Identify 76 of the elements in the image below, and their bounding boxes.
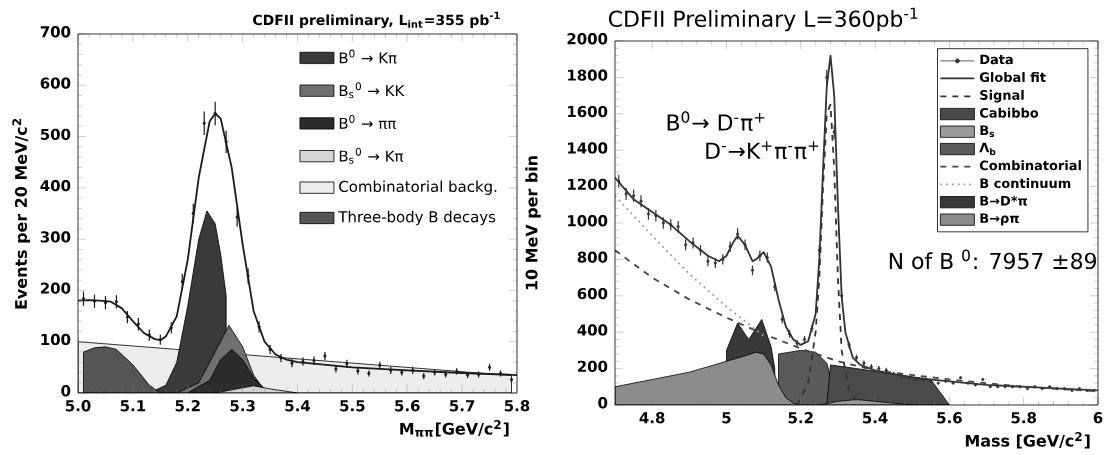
x-tick-label: 5: [722, 412, 731, 424]
x-tick-label: 5.8: [1011, 411, 1036, 424]
y-tick-label: 500: [40, 128, 71, 140]
line-series: [615, 194, 765, 337]
y-tick-label: 1200: [568, 178, 608, 190]
legend-label: Signal: [980, 89, 1024, 103]
annotation: D$^{-}$→K$^{+}$π$^{-}$π$^{+}$: [706, 141, 819, 160]
x-tick-label: 5.6: [395, 400, 420, 412]
point: [147, 333, 151, 337]
legend-label: Data: [980, 54, 1013, 65]
y-tick-label: 1800: [568, 69, 608, 81]
legend-label: B$_{s}$: [980, 125, 995, 137]
point: [136, 322, 140, 326]
point: [169, 326, 173, 330]
y-tick-label: 0: [598, 396, 608, 409]
y-tick-label: 0: [61, 384, 71, 397]
point: [257, 325, 261, 329]
x-tick-label: 5.5: [340, 400, 365, 412]
x-tick-label: 5.4: [285, 400, 311, 412]
y-tick-label: 600: [40, 77, 71, 89]
y-tick-label: 300: [40, 231, 71, 243]
legend-label: B$_{s}$$^{0}$ → KK: [339, 82, 405, 99]
legend-label: B→D*π: [980, 195, 1027, 206]
legend-label: B→ρπ: [980, 213, 1019, 226]
x-tick-label: 5.2: [788, 411, 813, 424]
y-tick-label: 1400: [568, 142, 608, 154]
point: [235, 215, 239, 219]
legend-label: Cabibbo: [979, 107, 1039, 118]
y-tick-label: 600: [577, 287, 608, 300]
x-tick-label: 5.7: [450, 400, 475, 412]
point: [103, 301, 108, 305]
y-tick-label: 1600: [568, 105, 608, 118]
y-axis-title: Events per 20 MeV/c$^{2}$: [12, 118, 31, 309]
point: [224, 139, 228, 144]
x-tick-label: 5.1: [120, 400, 146, 412]
legend-label: Global fit: [979, 71, 1046, 82]
point: [213, 111, 217, 115]
point: [114, 299, 119, 304]
point: [202, 121, 206, 125]
legend-label: B$_{s}$$^{0}$ → Kπ: [339, 147, 404, 164]
x-tick-label: 5.8: [504, 399, 530, 412]
y-tick-label: 200: [40, 282, 71, 294]
x-tick-label: 5.2: [175, 399, 200, 412]
chart-title: CDFII preliminary, L$_{int}$=355 pb$^{-1}$: [253, 11, 500, 28]
annotation: N of B $^{0}$: 7957 ±89: [889, 249, 1096, 270]
legend-label: B$^{0}$ → Kπ: [339, 49, 397, 64]
legend-label: Combinatorial: [979, 160, 1081, 171]
point: [81, 296, 86, 301]
annotation: B$^{0}$→ D$^{-}$π$^{+}$: [667, 111, 765, 131]
point: [191, 211, 195, 215]
legend-label: Λ$_{b}$: [979, 142, 996, 156]
legend-label: Three-body B decays: [338, 210, 496, 226]
y-tick-label: 400: [577, 324, 608, 336]
point: [180, 279, 184, 284]
y-tick-label: 400: [40, 179, 71, 192]
x-tick-label: 5.0: [65, 399, 91, 412]
x-axis-title: M$_{ππ}$[GeV/c$^{2}$]: [400, 419, 509, 437]
point: [125, 315, 129, 319]
x-tick-label: 4.8: [639, 411, 665, 424]
x-tick-label: 6: [1093, 412, 1103, 424]
legend-label: B continuum: [980, 177, 1071, 188]
x-tick-label: 5.4: [863, 412, 888, 424]
chart-title: CDFII Preliminary L=360pb$^{-1}$: [608, 7, 918, 32]
y-tick-label: 100: [41, 333, 71, 345]
legend-label: B$^{0}$ → ππ: [339, 114, 396, 129]
y-tick-label: 2000: [567, 32, 608, 45]
y-tick-label: 800: [577, 251, 608, 263]
x-tick-label: 5.3: [230, 399, 255, 412]
y-tick-label: 200: [577, 360, 608, 372]
y-axis-title: 10 MeV per bin: [525, 156, 541, 290]
y-tick-label: 1000: [568, 214, 608, 227]
x-tick-label: 5.6: [937, 412, 962, 424]
x-axis-title: Mass [GeV/c$^{2}$]: [965, 431, 1090, 449]
y-tick-label: 700: [40, 25, 71, 38]
point: [246, 274, 250, 278]
legend-label: Combinatorial backg.: [339, 180, 497, 195]
